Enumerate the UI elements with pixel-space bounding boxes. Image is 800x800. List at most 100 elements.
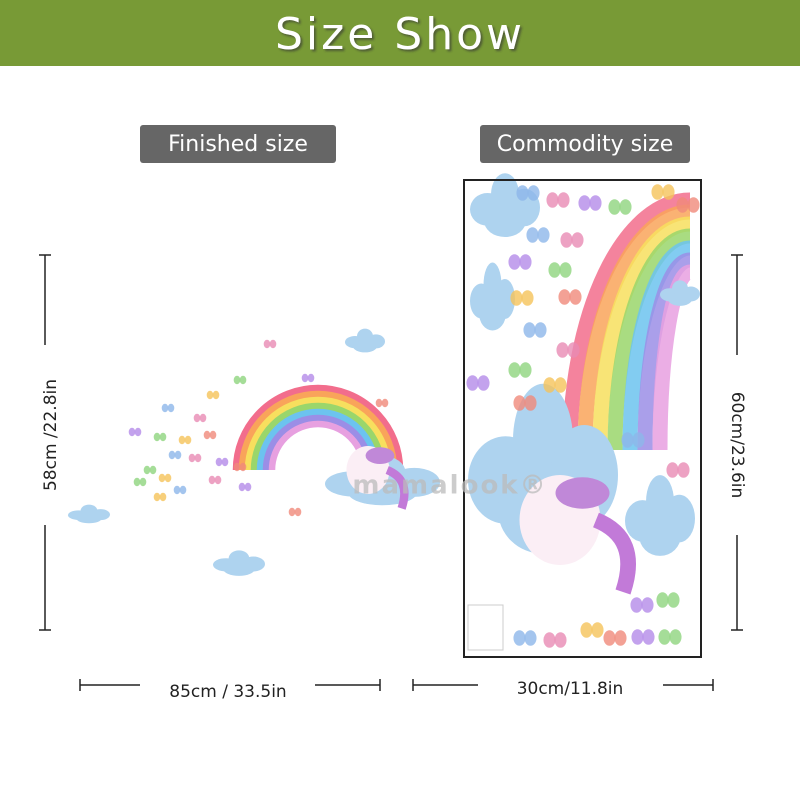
wing	[159, 432, 167, 442]
butterfly	[526, 227, 550, 243]
cloud-puff	[639, 514, 681, 556]
wing	[677, 462, 690, 478]
wing	[153, 432, 161, 442]
wing	[523, 322, 536, 338]
wing	[558, 289, 571, 305]
cloud-puff	[76, 513, 102, 524]
butterfly	[666, 462, 690, 478]
wing	[631, 629, 644, 645]
butterfly	[288, 507, 302, 517]
wing	[134, 427, 142, 437]
commodity-size-label: Commodity size	[497, 132, 674, 157]
wing	[571, 232, 584, 248]
butterfly	[676, 197, 700, 213]
wing	[524, 630, 537, 646]
unicorn-tail	[592, 512, 636, 595]
wing	[209, 430, 217, 440]
butterfly	[153, 492, 167, 502]
wing	[621, 432, 634, 448]
wing	[466, 375, 479, 391]
wing	[208, 475, 216, 485]
butterfly	[656, 592, 680, 608]
wing	[244, 482, 252, 492]
butterfly	[631, 629, 655, 645]
preview-thumbnail	[467, 604, 504, 651]
cloud	[68, 504, 111, 524]
butterfly	[508, 254, 532, 270]
wing	[658, 629, 671, 645]
wing	[158, 473, 166, 483]
wing	[642, 629, 655, 645]
cloud-puff	[479, 295, 506, 331]
wing	[656, 592, 669, 608]
wing	[381, 398, 389, 408]
wing	[301, 373, 309, 383]
rainbow-band	[607, 228, 691, 451]
rainbow-band	[622, 240, 691, 451]
wing	[143, 465, 151, 475]
wing	[687, 197, 700, 213]
wing	[560, 232, 573, 248]
wing	[133, 477, 141, 487]
butterfly	[543, 632, 567, 648]
butterfly	[133, 477, 147, 487]
wing	[194, 453, 202, 463]
wing	[214, 475, 222, 485]
cloud	[660, 280, 700, 306]
wing	[128, 427, 136, 437]
wing	[307, 373, 315, 383]
butterfly	[193, 413, 207, 423]
wing	[557, 192, 570, 208]
wing	[206, 390, 214, 400]
wing	[508, 362, 521, 378]
wing	[215, 457, 223, 467]
wing	[519, 362, 532, 378]
wing	[641, 597, 654, 613]
butterfly	[516, 185, 540, 201]
wing	[153, 492, 161, 502]
wing	[477, 375, 490, 391]
illustration	[68, 173, 700, 651]
label-box	[480, 125, 690, 163]
wing	[375, 398, 383, 408]
commodity-width: 30cm/11.8in	[517, 679, 624, 699]
wing	[294, 507, 302, 517]
wing	[669, 629, 682, 645]
butterfly	[161, 403, 175, 413]
wing	[221, 457, 229, 467]
wing	[603, 630, 616, 646]
butterfly	[466, 375, 490, 391]
butterfly	[215, 457, 229, 467]
cloud-puff	[353, 340, 377, 353]
wing	[184, 435, 192, 445]
wing	[630, 597, 643, 613]
butterfly	[578, 195, 602, 211]
butterfly	[158, 473, 172, 483]
wing	[513, 630, 526, 646]
butterfly	[168, 450, 182, 460]
butterfly	[233, 462, 247, 472]
wing	[526, 227, 539, 243]
butterfly	[603, 630, 627, 646]
wing	[139, 477, 147, 487]
butterfly	[206, 390, 220, 400]
butterfly	[143, 465, 157, 475]
butterfly	[548, 262, 572, 278]
butterfly	[510, 290, 534, 306]
header-bar	[0, 0, 800, 66]
wing	[554, 377, 567, 393]
wing	[543, 377, 556, 393]
butterfly	[203, 430, 217, 440]
butterfly	[560, 232, 584, 248]
wing	[167, 403, 175, 413]
wing	[556, 342, 569, 358]
wing	[188, 453, 196, 463]
wing	[567, 342, 580, 358]
cloud-puff	[223, 562, 255, 576]
wing	[614, 630, 627, 646]
butterfly	[153, 432, 167, 442]
wing	[173, 485, 181, 495]
watermark: mamalook®	[352, 471, 547, 501]
wing	[667, 592, 680, 608]
